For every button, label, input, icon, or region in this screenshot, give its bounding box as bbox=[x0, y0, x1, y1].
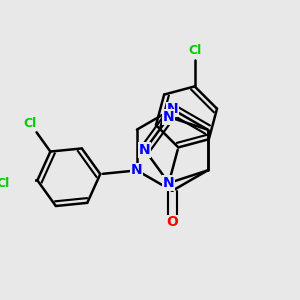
Text: Cl: Cl bbox=[24, 117, 37, 130]
Text: N: N bbox=[163, 110, 175, 124]
Text: N: N bbox=[167, 102, 178, 116]
Text: Cl: Cl bbox=[0, 177, 10, 190]
Text: N: N bbox=[139, 143, 151, 157]
Text: N: N bbox=[163, 176, 175, 190]
Text: N: N bbox=[131, 164, 143, 177]
Text: Cl: Cl bbox=[188, 44, 201, 57]
Text: O: O bbox=[166, 215, 178, 230]
